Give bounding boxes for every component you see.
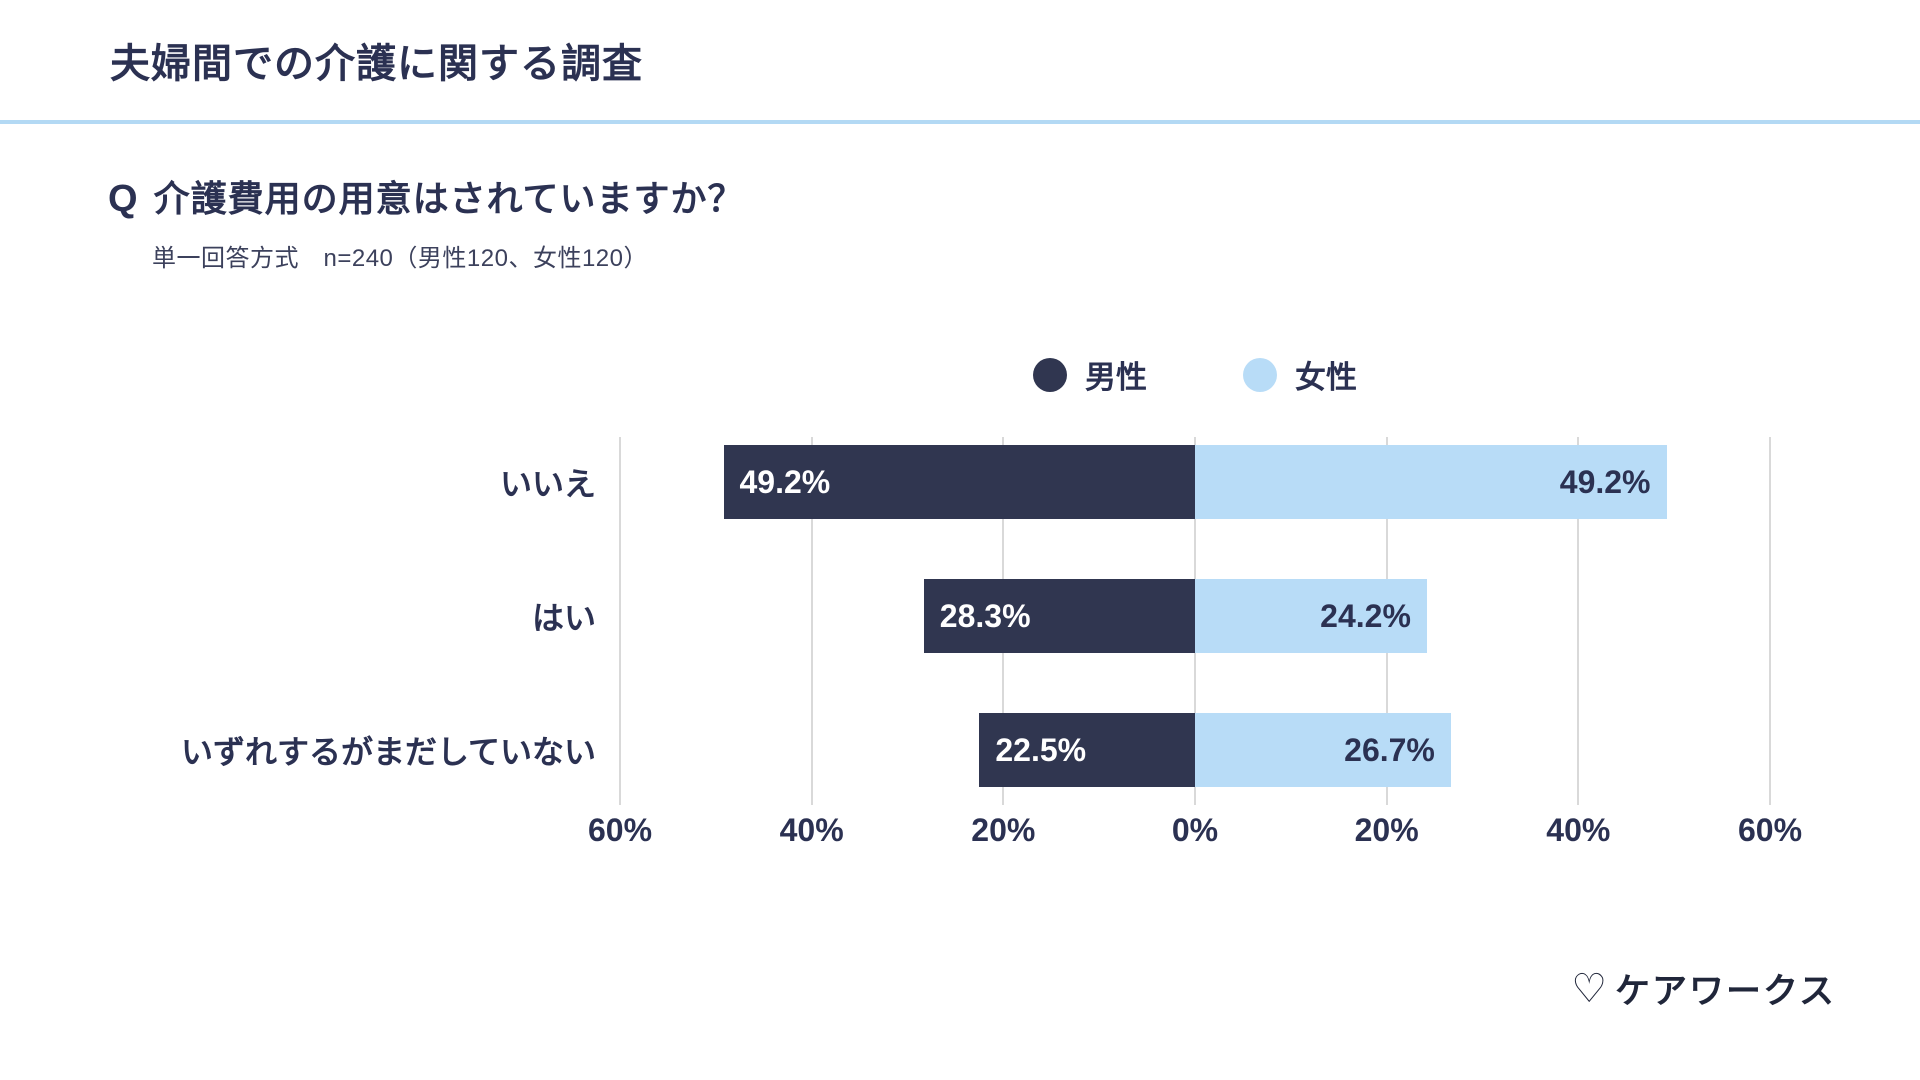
legend-label-male: 男性 bbox=[1085, 360, 1147, 395]
page-title: 夫婦間での介護に関する調査 bbox=[110, 42, 643, 86]
x-tick-label: 20% bbox=[1354, 812, 1419, 848]
bar-female: 26.7% bbox=[1195, 713, 1451, 787]
bar-female: 24.2% bbox=[1195, 579, 1427, 653]
question-q-label: Q bbox=[108, 178, 138, 220]
x-tick-label: 60% bbox=[1737, 812, 1803, 848]
bar-female: 49.2% bbox=[1195, 445, 1667, 519]
legend-dot-female-icon bbox=[1243, 357, 1277, 392]
chart-plot: 49.2% 49.2% 28.3% 24.2% 22.5% 26.7% bbox=[619, 437, 1771, 805]
bar-value-label-female: 49.2% bbox=[1559, 463, 1651, 500]
legend-label-female: 女性 bbox=[1295, 360, 1357, 395]
gridline bbox=[1769, 437, 1771, 805]
legend-dot-male-icon bbox=[1033, 357, 1067, 392]
bar-value-label-male: 22.5% bbox=[995, 731, 1087, 768]
bar-male: 28.3% bbox=[923, 579, 1195, 653]
gridline bbox=[810, 437, 813, 805]
x-tick-label: 40% bbox=[1546, 812, 1611, 848]
bar-value-label-female: 24.2% bbox=[1320, 597, 1411, 634]
legend-item-female: 女性 bbox=[1243, 352, 1357, 397]
bar-male: 49.2% bbox=[723, 445, 1195, 519]
bar-value-label-female: 26.7% bbox=[1344, 731, 1435, 768]
gridline bbox=[619, 437, 621, 805]
gridline bbox=[1577, 437, 1580, 805]
bar-value-label-male: 49.2% bbox=[739, 463, 831, 500]
footer-logo: ♡ ケアワークス bbox=[1571, 963, 1836, 1014]
x-axis: 60% 40% 20% 0% 20% 40% 60% bbox=[588, 812, 1802, 856]
bar-male: 22.5% bbox=[979, 713, 1195, 787]
x-tick-label: 0% bbox=[1171, 812, 1219, 848]
bar-value-label-male: 28.3% bbox=[939, 597, 1031, 634]
question-line: Q 介護費用の用意はされていますか？ bbox=[108, 170, 744, 222]
legend: 男性 女性 bbox=[620, 352, 1770, 397]
question-text: 介護費用の用意はされていますか？ bbox=[153, 178, 745, 219]
x-tick-label: 40% bbox=[779, 812, 844, 848]
x-tick-label: 20% bbox=[971, 812, 1036, 848]
legend-item-male: 男性 bbox=[1033, 352, 1147, 397]
category-label: いずれするがまだしていない bbox=[180, 734, 596, 770]
category-labels: いいえはいいずれするがまだしていない bbox=[0, 437, 596, 805]
x-tick-label: 60% bbox=[587, 812, 653, 848]
heart-icon: ♡ bbox=[1571, 966, 1608, 1011]
question-method-note: 単一回答方式 n=240（男性120、女性120） bbox=[152, 245, 648, 272]
logo-text: ケアワークス bbox=[1615, 972, 1836, 1011]
header: 夫婦間での介護に関する調査 bbox=[0, 0, 1920, 124]
category-label: はい bbox=[531, 600, 596, 636]
category-label: いいえ bbox=[499, 466, 596, 502]
question-block: Q 介護費用の用意はされていますか？ 単一回答方式 n=240（男性120、女性… bbox=[108, 170, 744, 273]
